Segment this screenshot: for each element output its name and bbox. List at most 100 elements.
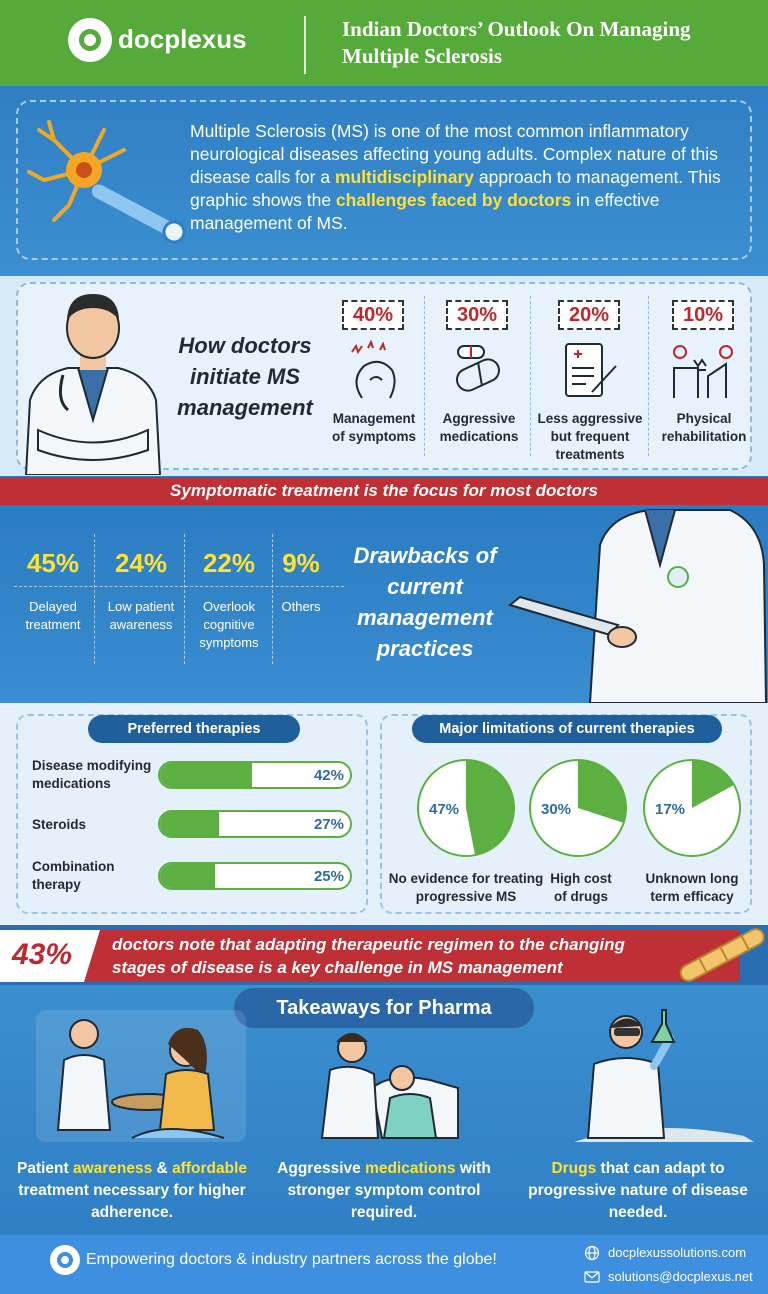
drawback-pct-2: 24% [114,548,168,578]
intro-text: Multiple Sclerosis (MS) is one of the mo… [190,120,750,235]
initiate-divider-2 [530,296,531,456]
prescription-icon [565,343,617,397]
intro-box [16,100,752,260]
scientist-flask-icon [574,1009,754,1142]
initiate-label-4: Physical rehabilitation [661,411,747,444]
takeaway-text: Patient [16,1160,73,1177]
pie-2-slice [578,760,626,823]
intro-highlight-2: challenges faced by doctors [335,190,572,210]
bar-value-2: 27% [313,816,344,833]
takeaway-text: & [152,1160,173,1177]
bar-value-3: 25% [313,868,344,885]
initiate-pct-2: 30% [446,300,508,330]
pie-label-3: Unknown long term efficacy [645,871,739,904]
initiate-label-2: Aggressive medications [439,411,519,444]
takeaway-2: Aggressive medications with stronger sym… [266,1158,502,1224]
pie-label-1: No evidence for treating progressive MS [388,871,544,904]
drawbacks-title: Drawbacks of current management practice… [353,543,497,661]
nerve-fiber-icon [679,928,765,982]
pie-3-value: 17% [655,801,685,818]
bar-track-1: 42% [158,761,352,789]
takeaway-text: Aggressive [277,1160,366,1177]
initiate-label-1: Management of symptoms [331,411,416,444]
mail-icon [584,1271,600,1283]
drawback-pct-3: 22% [202,548,256,578]
pills-icon [456,345,500,392]
initiate-pct-4: 10% [672,300,734,330]
footer [0,1235,768,1294]
challenge-pct-bg [0,930,100,982]
rehab-icon [673,345,733,398]
bar-label-1: Disease modifying medications [32,758,152,791]
bar-fill-2 [160,812,219,836]
drawback-label-4: Others [281,599,321,614]
pie-1-value: 47% [429,801,459,818]
pie-chart-2: 30% [529,759,627,857]
red-banner [0,477,768,505]
bar-value-1: 42% [313,767,344,784]
drawback-label-1: Delayed treatment [25,599,81,632]
takeaway-highlight: affordable [172,1160,247,1177]
header-divider [304,16,306,74]
bar-label-3: Combination therapy [32,859,115,892]
footer-email-link[interactable]: solutions@docplexus.net [608,1269,753,1284]
red-banner-text: Symptomatic treatment is the focus for m… [170,481,598,500]
takeaway-highlight: awareness [72,1160,153,1177]
challenge-text: doctors note that adapting therapeutic r… [112,935,625,977]
intro-section [0,86,768,276]
drawbacks-hdivider [14,586,344,587]
neuron-icon [27,120,186,244]
challenge-banner [0,930,740,982]
drawbacks-divider-2 [184,534,185,664]
preferred-title: Preferred therapies [88,715,300,743]
drawback-pct-4: 9% [282,548,320,578]
doctor-patient-consultation-icon [36,1010,246,1142]
takeaway-1: Patient awareness & affordable treatment… [4,1158,260,1224]
limitations-title: Major limitations of current therapies [412,715,722,743]
footer-website-link[interactable]: docplexussolutions.com [608,1245,747,1260]
takeaway-text: with stronger symptom control required. [287,1160,491,1221]
takeaway-text: treatment necessary for higher adherence… [18,1182,246,1221]
initiate-label-3: Less aggressive but frequent treatments [537,411,643,462]
nurse-patient-bed-icon [320,1033,459,1139]
page-title: Indian Doctors’ Outlook On Managing Mult… [342,17,691,68]
drawback-pct-1: 45% [26,548,80,578]
initiate-divider-3 [648,296,649,456]
intro-text-1: Multiple Sclerosis (MS) is one of the mo… [190,121,718,187]
doctor-illustration-icon [24,294,162,475]
bar-track-3: 25% [158,862,352,890]
pie-label-2: High cost of drugs [550,871,612,904]
bar-fill-3 [160,864,215,888]
bar-fill-1 [160,763,252,787]
takeaway-highlight: medications [365,1160,456,1177]
logo-text: docplexus [118,24,247,54]
bar-label-2: Steroids [32,817,87,832]
initiate-pct-3: 20% [558,300,620,330]
drawbacks-divider-3 [272,534,273,664]
takeaway-3: Drugs that can adapt to progressive natu… [528,1158,748,1224]
pie-chart-3: 17% [643,759,741,857]
drawbacks-divider-1 [94,534,95,664]
headache-icon [351,340,396,399]
globe-icon [584,1245,600,1261]
takeaway-highlight: Drugs [551,1160,597,1177]
initiate-pct-1: 40% [342,300,404,330]
bar-track-2: 27% [158,810,352,838]
pie-3-slice [692,760,735,808]
footer-logo-icon [50,1245,80,1275]
intro-text-2: approach to management. This graphic sho… [190,167,721,210]
footer-tagline: Empowering doctors & industry partners a… [86,1251,497,1268]
pie-2-value: 30% [541,801,571,818]
header [0,0,768,86]
takeaway-text: that can adapt to progressive nature of … [528,1160,748,1221]
pie-chart-1: 47% [417,759,515,857]
intro-highlight-1: multidisciplinary [334,167,474,187]
takeaways-title: Takeaways for Pharma [234,988,534,1028]
challenge-pct: 43% [12,938,73,971]
doctor-clipboard-icon [507,509,768,703]
pie-1-slice [466,760,514,856]
intro-text-3: in effective management of MS. [190,190,660,233]
drawback-label-2: Low patient awareness [107,599,175,632]
docplexus-logo-icon [68,18,112,62]
